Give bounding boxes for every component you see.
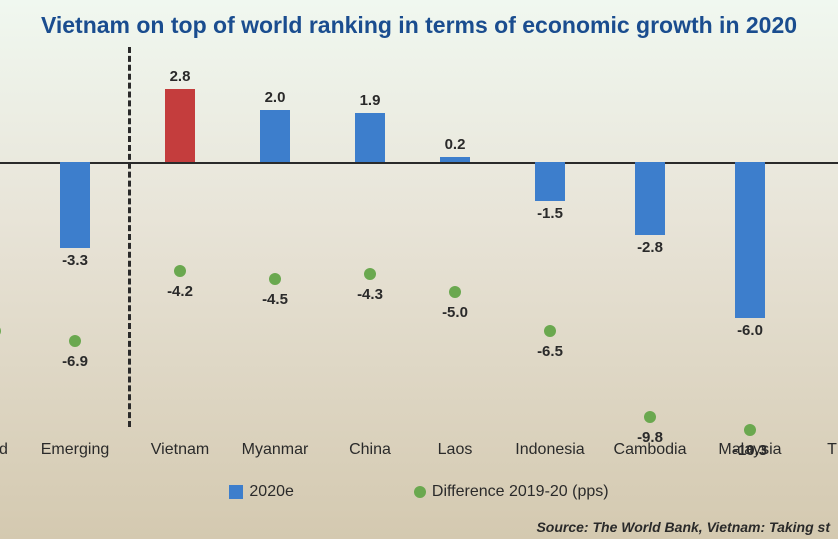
dot-value-label: -4.2 <box>155 283 205 300</box>
dot-value-label: -6.9 <box>50 353 100 370</box>
legend-box-icon <box>229 485 243 499</box>
bar-malaysia: -6.0 <box>735 162 765 318</box>
dot-value-label: -6.5 <box>525 343 575 360</box>
legend-dot-icon <box>414 486 426 498</box>
category-label: China <box>349 441 391 459</box>
baseline <box>0 162 838 164</box>
bar-value-label: 1.9 <box>345 92 395 109</box>
dot-myanmar <box>269 273 281 285</box>
bar-value-label: -3.3 <box>50 252 100 269</box>
bar-value-label: 2.0 <box>250 89 300 106</box>
bar-laos: 0.2 <box>440 157 470 162</box>
dot-value-label: -5.0 <box>430 304 480 321</box>
legend-label: 2020e <box>249 483 294 501</box>
category-label: Myanmar <box>242 441 309 459</box>
bar-china: 1.9 <box>355 113 385 162</box>
dot-malaysia <box>744 424 756 436</box>
bar-value-label: 0.2 <box>430 136 480 153</box>
dot-vietnam <box>174 265 186 277</box>
dot-ced <box>0 325 1 337</box>
bar-cambodia: -2.8 <box>635 162 665 235</box>
dot-value-label: -4.3 <box>345 286 395 303</box>
bar-myanmar: 2.0 <box>260 110 290 162</box>
bar-value-label: 2.8 <box>155 68 205 85</box>
divider-line <box>128 47 131 427</box>
category-label: T <box>827 441 837 459</box>
dot-indonesia <box>544 325 556 337</box>
category-label: Malaysia <box>718 441 781 459</box>
legend-item-diff: Difference 2019-20 (pps) <box>414 483 609 501</box>
category-label: Laos <box>438 441 473 459</box>
dot-value-label: -4.5 <box>250 291 300 308</box>
dot-emerging <box>69 335 81 347</box>
chart-area: -3.3 2.8 2.0 1.9 0.2 -1.5 -2.8 -6.0 -6.9 -4.2 -4.… <box>0 47 838 467</box>
bar-value-label: -2.8 <box>625 239 675 256</box>
bar-emerging: -3.3 <box>60 162 90 248</box>
source-text: Source: The World Bank, Vietnam: Taking … <box>536 519 830 535</box>
legend-label: Difference 2019-20 (pps) <box>432 483 609 501</box>
bar-indonesia: -1.5 <box>535 162 565 201</box>
bar-value-label: -6.0 <box>725 322 775 339</box>
dot-laos <box>449 286 461 298</box>
dot-cambodia <box>644 411 656 423</box>
bar-vietnam: 2.8 <box>165 89 195 162</box>
category-label: Cambodia <box>614 441 687 459</box>
legend-item-2020e: 2020e <box>229 483 294 501</box>
chart-title: Vietnam on top of world ranking in terms… <box>0 0 838 47</box>
legend: 2020e Difference 2019-20 (pps) <box>0 483 838 501</box>
dot-china <box>364 268 376 280</box>
category-label: ced <box>0 441 8 459</box>
category-label: Indonesia <box>515 441 584 459</box>
category-label: Emerging <box>41 441 109 459</box>
bar-value-label: -1.5 <box>525 205 575 222</box>
category-label: Vietnam <box>151 441 209 459</box>
